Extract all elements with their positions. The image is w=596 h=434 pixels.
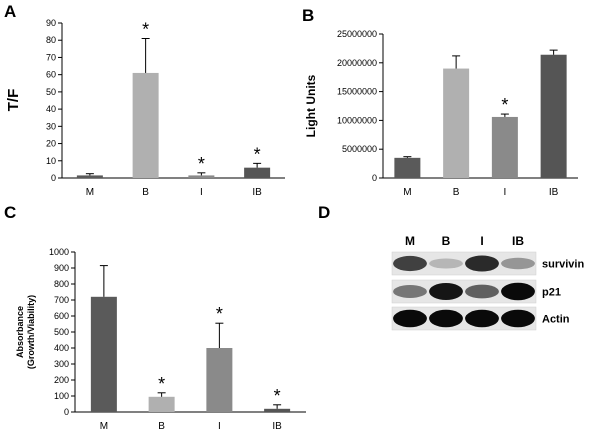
blot-lane-label: I: [480, 234, 483, 248]
bar-b: [443, 68, 470, 178]
y-axis-title: Absorbance(Growth/Viability): [15, 295, 36, 369]
blot-row-label: p21: [542, 287, 561, 299]
y-tick-label: 40: [46, 104, 56, 114]
bar-m: [76, 175, 103, 178]
blot-band: [501, 257, 535, 270]
x-tick-label: I: [503, 187, 506, 198]
y-tick-label: 60: [46, 70, 56, 80]
significance-star: *: [216, 304, 223, 324]
significance-star: *: [142, 20, 149, 40]
y-tick-label: 10: [46, 156, 56, 166]
panel-b-letter: B: [302, 6, 314, 25]
blot-band: [393, 255, 427, 272]
x-tick-label: M: [86, 187, 94, 198]
x-tick-label: M: [100, 421, 108, 432]
y-tick-label: 15000000: [337, 87, 377, 97]
x-tick-label: I: [200, 187, 203, 198]
y-tick-label: 5000000: [342, 144, 377, 154]
y-tick-label: 800: [54, 279, 69, 289]
blot-band: [465, 309, 499, 328]
y-tick-label: 20000000: [337, 58, 377, 68]
blot-membrane-strip: [391, 279, 537, 304]
y-tick-label: 20: [46, 139, 56, 149]
x-tick-label: B: [453, 187, 460, 198]
bar-b: [148, 396, 175, 412]
blot-band: [429, 258, 463, 269]
blot-row-label: survivin: [542, 259, 584, 271]
y-tick-label: 50: [46, 87, 56, 97]
blot-band: [465, 255, 499, 272]
y-tick-label: 90: [46, 18, 56, 28]
blot-band: [393, 285, 427, 298]
blot-membrane-strip: [391, 306, 537, 331]
y-tick-label: 200: [54, 375, 69, 385]
y-tick-label: 10000000: [337, 115, 377, 125]
bar-i: [491, 116, 518, 178]
y-tick-label: 900: [54, 263, 69, 273]
blot-lane-label: IB: [512, 234, 524, 248]
blot-band: [501, 309, 535, 328]
significance-star: *: [254, 144, 261, 164]
y-axis-title: T/F: [5, 89, 22, 112]
y-tick-label: 300: [54, 359, 69, 369]
x-tick-label: B: [158, 421, 165, 432]
bar-m: [90, 296, 117, 412]
y-tick-label: 400: [54, 343, 69, 353]
chart-b: 0 5000000 10000000 15000000 20000000 25000000…: [304, 29, 578, 198]
x-tick-label: IB: [272, 421, 282, 432]
y-tick-label: 700: [54, 295, 69, 305]
significance-star: *: [158, 374, 165, 394]
blot-band: [429, 282, 463, 301]
bar-ib: [540, 54, 567, 178]
blot-band: [393, 309, 427, 328]
chart-c: 0 100 200 300 400 500 600 700 800 900 1000 M * B * I * IB…: [15, 247, 306, 432]
significance-star: *: [274, 386, 281, 406]
bar-ib: [244, 167, 271, 178]
bar-ib: [264, 408, 291, 412]
panel-a-letter: A: [4, 2, 16, 21]
blot-row-label: Actin: [542, 314, 570, 326]
panel-d-letter: D: [318, 203, 330, 222]
bar-i: [188, 175, 215, 178]
y-tick-label: 600: [54, 311, 69, 321]
x-tick-label: IB: [549, 187, 559, 198]
y-tick-label: 70: [46, 52, 56, 62]
blot-lane-label: B: [442, 234, 451, 248]
y-tick-label: 0: [51, 173, 56, 183]
western-blot: M B I IB survivin p21 Actin: [391, 234, 584, 331]
y-tick-label: 0: [372, 173, 377, 183]
y-tick-label: 100: [54, 391, 69, 401]
chart-a: 0 10 20 30 40 50 60 70 80 90 M * B * I * IB T/F: [5, 18, 285, 198]
blot-band: [501, 282, 535, 301]
significance-star: *: [501, 95, 508, 115]
blot-lane-label: M: [405, 234, 415, 248]
significance-star: *: [198, 154, 205, 174]
y-tick-label: 25000000: [337, 29, 377, 39]
y-tick-label: 1000: [49, 247, 69, 257]
y-tick-label: 80: [46, 35, 56, 45]
x-tick-label: B: [142, 187, 149, 198]
y-tick-label: 30: [46, 121, 56, 131]
y-axis-title: Light Units: [304, 74, 318, 137]
y-tick-label: 500: [54, 327, 69, 337]
blot-membrane-strip: [391, 251, 537, 276]
x-tick-label: IB: [252, 187, 262, 198]
x-tick-label: M: [403, 187, 411, 198]
y-tick-label: 0: [64, 407, 69, 417]
panel-c-letter: C: [4, 203, 16, 222]
bar-m: [394, 157, 421, 178]
blot-band: [465, 284, 499, 299]
bar-i: [206, 348, 233, 412]
blot-band: [429, 309, 463, 328]
x-tick-label: I: [218, 421, 221, 432]
bar-b: [132, 72, 159, 178]
